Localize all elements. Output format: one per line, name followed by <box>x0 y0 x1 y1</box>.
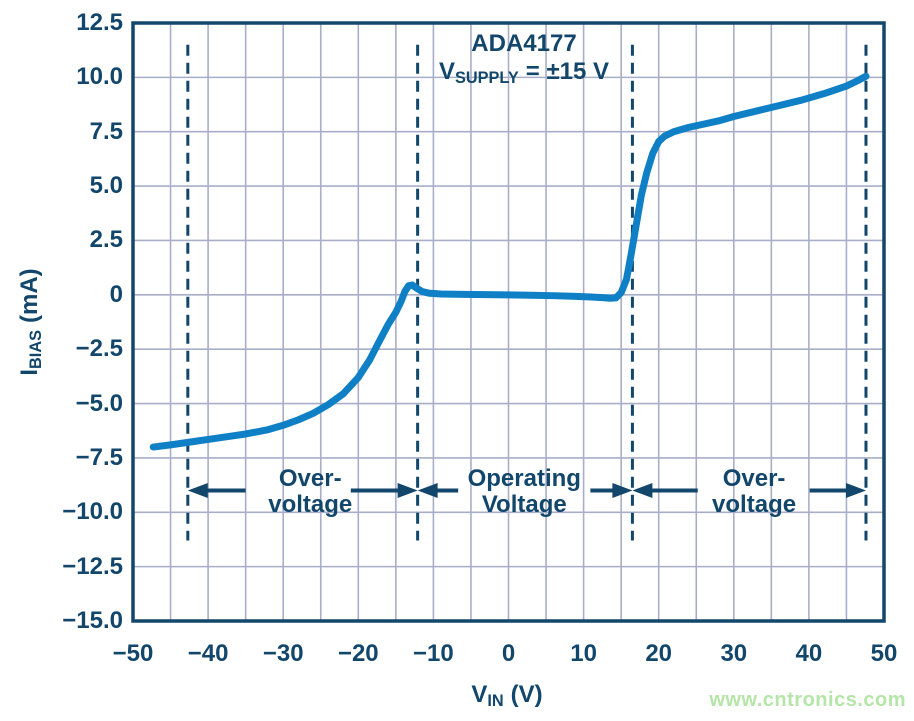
region-label-line: Voltage <box>481 491 567 518</box>
y-tick-label: 5.0 <box>89 172 123 200</box>
x-tick-label: 30 <box>720 640 748 667</box>
region-label-line: voltage <box>712 491 797 518</box>
y-axis-unit: (mA) <box>16 268 43 323</box>
region-label-line: Over- <box>722 465 786 492</box>
y-tick-label: −15.0 <box>62 607 123 634</box>
subtitle-variable: V <box>438 58 455 85</box>
region-arrow-head <box>612 483 633 499</box>
x-tick-label: −40 <box>187 640 229 667</box>
chart-subtitle: VSUPPLY = ±15 V <box>438 58 610 87</box>
x-tick-label: −50 <box>112 640 154 667</box>
x-tick-label: 0 <box>501 640 516 667</box>
x-tick-label: 40 <box>795 640 823 667</box>
y-axis-variable: I <box>16 368 43 376</box>
x-tick-label: −20 <box>337 640 379 667</box>
region-label-line: Over- <box>278 465 342 492</box>
y-tick-label: 12.5 <box>76 9 123 36</box>
region-label-operating-voltage: Operating Voltage <box>468 466 581 518</box>
y-tick-label: 2.5 <box>89 226 123 254</box>
y-tick-label: −2.5 <box>75 335 123 363</box>
x-tick-label: −10 <box>413 640 454 667</box>
y-tick-label: −12.5 <box>62 552 123 580</box>
x-tick-label: 20 <box>645 640 673 667</box>
region-label-overvoltage-right: Over- voltage <box>712 466 796 518</box>
y-axis-title: IBIAS (mA) <box>16 268 45 376</box>
x-axis-title: VIN (V) <box>471 681 543 710</box>
x-axis-unit: (V) <box>510 681 543 708</box>
y-tick-label: 10.0 <box>76 63 123 91</box>
region-arrow-head <box>845 483 866 499</box>
watermark: www.cntronics.com <box>709 689 906 711</box>
y-axis-subscript: BIAS <box>26 330 45 369</box>
x-tick-label: 50 <box>870 640 898 667</box>
y-tick-label: −5.0 <box>75 389 123 417</box>
region-arrow-head <box>187 483 208 499</box>
region-arrow-head <box>417 483 438 499</box>
region-label-line: voltage <box>268 491 353 518</box>
y-tick-label: −7.5 <box>75 443 123 471</box>
subtitle-subscript: SUPPLY <box>455 68 519 87</box>
region-arrow-head <box>397 483 418 499</box>
x-tick-label: 10 <box>570 640 597 667</box>
y-tick-label: −10.0 <box>62 498 123 526</box>
region-label-overvoltage-left: Over- voltage <box>268 466 352 518</box>
x-axis-variable: V <box>471 681 488 708</box>
x-axis-subscript: IN <box>487 691 504 710</box>
x-tick-label: −30 <box>262 640 304 667</box>
region-arrow-head <box>632 483 653 499</box>
y-tick-label: 0 <box>109 280 123 308</box>
bias-current-curve <box>149 72 870 451</box>
chart-title: ADA4177 <box>471 30 577 57</box>
subtitle-value: = ±15 V <box>525 58 610 85</box>
region-label-line: Operating <box>467 465 581 492</box>
plot-border <box>131 21 886 623</box>
y-tick-label: 7.5 <box>89 117 123 145</box>
